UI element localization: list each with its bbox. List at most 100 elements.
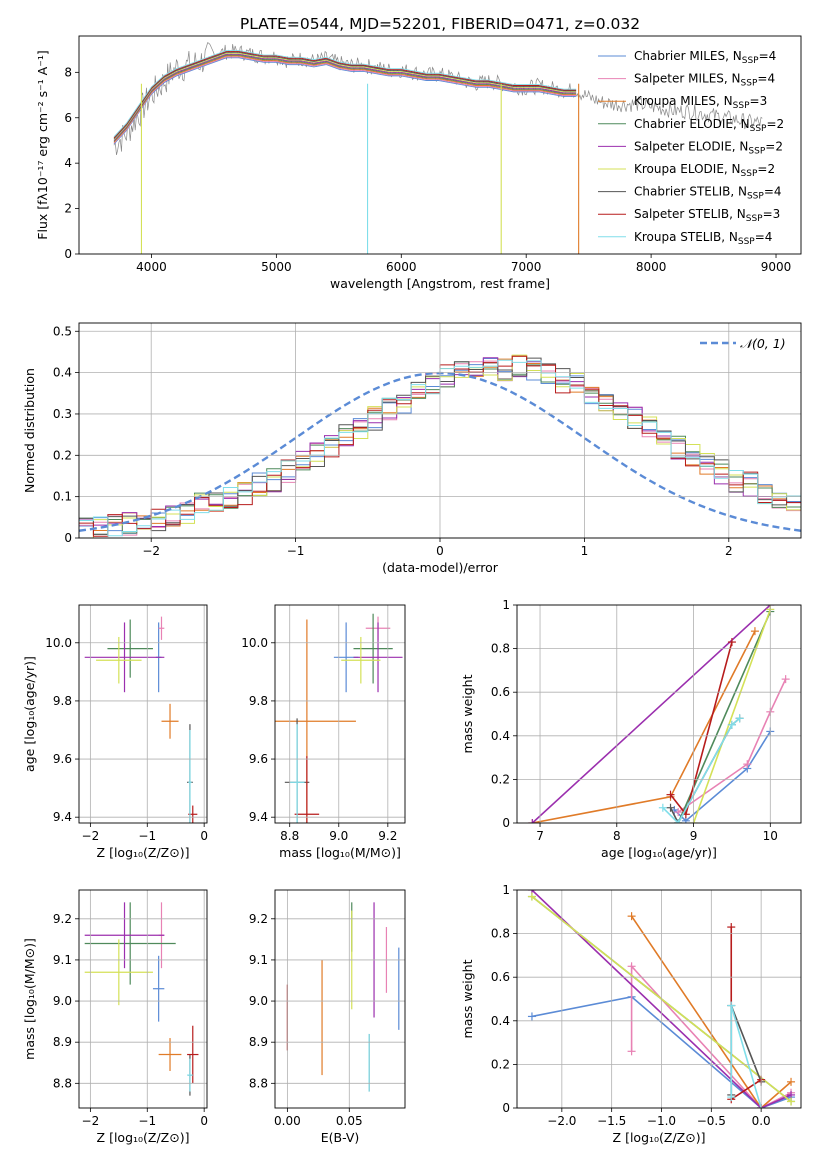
x-axis-label: mass [log₁₀(M/M⊙)] [279,845,401,860]
x-tick-label: 0.00 [274,1114,301,1128]
series-line [531,995,792,1108]
y-tick-label: 4 [64,156,72,170]
spectrum-plot [113,42,763,254]
residuals-plot [79,354,801,538]
x-axis-label: Z [log₁₀(Z/Z⊙)] [613,1130,706,1145]
series-line [673,731,771,822]
data-point [84,902,165,969]
legend-subscript: SSP [746,214,763,224]
legend-entry: Salpeter ELODIE, NSSP=2 [634,139,783,156]
x-tick-label: 0.0 [752,1114,771,1128]
axes-frame [78,604,208,824]
x-axis-label: wavelength [Angstrom, rest frame] [330,276,550,291]
legend-suffix: =3 [750,94,768,108]
legend-suffix: =2 [757,162,775,176]
model-spectrum-line [113,56,577,144]
age_vs_Z-plot [84,616,198,823]
x-tick-label: −0.5 [697,1114,726,1128]
series-line [677,678,787,813]
data-point [188,729,192,823]
y-tick-label: 0.4 [491,729,510,743]
model-spectrum-line [113,53,577,141]
x-tick-label: 5000 [261,260,292,274]
data-point [353,613,393,684]
axes-frame [516,604,802,824]
x-tick-label: −2 [142,544,160,558]
mass_weight_vs_Z-axes: −2.0 −1.5 −1.0 −0.5 0.0 0 0.2 0.4 0.6 0.8 1 Z [log₁… [460,883,802,1145]
model-spectrum-line [113,50,577,139]
legend-suffix: =4 [764,185,782,199]
y-tick-label: 0 [64,531,72,545]
x-tick-label: −1 [138,1114,156,1128]
histogram-step [79,355,801,537]
axes-frame [516,889,802,1109]
axes-frame [274,604,406,824]
data-point [158,616,165,640]
legend-subscript: SSP [742,56,759,66]
legend-label: Chabrier ELODIE, N [634,117,750,131]
y-tick-label: 9.0 [249,994,268,1008]
age_vs_Z-axes: −2 −1 0 9.4 9.6 9.8 10.0 Z [log₁₀(Z/Z⊙)] age [lo… [22,604,208,860]
figure-title: PLATE=0544, MJD=52201, FIBERID=0471, z=0… [240,15,640,33]
x-tick-label: 6000 [386,260,417,274]
y-tick-label: 0 [502,816,510,830]
mass_weight_vs_age-axes: 7 8 9 10 0 0.2 0.4 0.6 0.8 1 age [log₁₀(age/yr)] ma… [460,598,802,860]
legend-label: Salpeter STELIB, N [634,207,746,221]
y-tick-label: 9.2 [249,912,268,926]
legend-suffix: =4 [757,72,775,86]
series-line [630,964,792,1108]
y-tick-label: 8.8 [53,1076,72,1090]
x-tick-label: 2 [725,544,733,558]
y-axis-label: age [log₁₀(age/yr)] [22,656,37,772]
x-tick-label: 8000 [636,260,667,274]
y-tick-label: 0.4 [53,366,72,380]
x-tick-label: −1.5 [597,1114,626,1128]
histogram-step [79,357,801,535]
legend-entry: Salpeter MILES, NSSP=4 [634,72,775,89]
y-tick-label: 9.6 [249,752,268,766]
age_vs_mass-panel [275,613,403,823]
legend-entry: Kroupa MILES, NSSP=3 [634,94,767,111]
data-point [187,1025,199,1084]
x-axis-label: age [log₁₀(age/yr)] [601,845,717,860]
x-axis-label: (data-model)/error [382,560,499,575]
legend-subscript: SSP [750,124,767,134]
legend-suffix: =3 [763,207,781,221]
residuals-axes: −2 −1 0 1 2 0 0.1 0.2 0.3 0.4 0.5 (data-model)/erro… [22,322,802,575]
data-point [84,622,165,693]
y-tick-label: 9.4 [53,810,72,824]
y-tick-label: 9.1 [53,953,72,967]
x-axis-label: E(B-V) [321,1130,360,1145]
legend-entry: Chabrier MILES, NSSP=4 [634,49,776,66]
spectrum-panel: Chabrier MILES, NSSP=4 Salpeter MILES, NS… [113,42,784,254]
data-point [84,939,153,1006]
y-tick-label: 9.2 [53,912,72,926]
y-tick-label: 9.1 [249,953,268,967]
legend-subscript: SSP [733,101,750,111]
y-tick-label: 10.0 [241,636,268,650]
legend-entry: Kroupa ELODIE, NSSP=2 [634,162,775,179]
histogram-step [79,361,801,535]
y-tick-label: 0 [64,247,72,261]
data-point [158,1038,182,1071]
y-tick-label: 8 [64,65,72,79]
mass_weight_vs_age-plot [528,605,790,823]
y-tick-label: 9.4 [249,810,268,824]
x-tick-label: −1 [287,544,305,558]
legend-subscript: SSP [741,169,758,179]
axes-frame [78,889,208,1109]
y-tick-label: 1 [502,598,510,612]
y-axis-label: Normed distribution [22,368,37,493]
y-tick-label: 0.2 [491,772,510,786]
x-tick-label: 9 [690,829,698,843]
x-tick-label: 0 [200,1114,208,1128]
mass_vs_ebv-plot [286,902,400,1092]
data-point [107,619,153,678]
y-axis-label: mass weight [460,959,475,1038]
data-point [96,636,142,684]
age_vs_mass-plot [275,613,403,823]
y-tick-label: 8.9 [53,1035,72,1049]
legend-entry: 𝒩(0, 1) [740,336,786,351]
y-tick-label: 6 [64,111,72,125]
